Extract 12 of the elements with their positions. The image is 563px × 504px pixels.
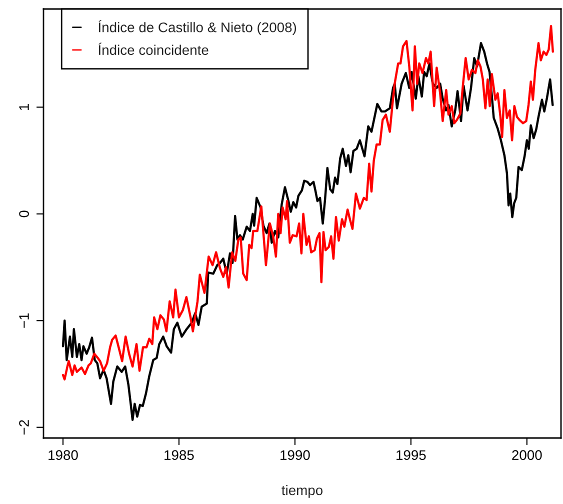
- x-tick-label: 1990: [280, 450, 310, 460]
- y-tick-label: 1: [19, 104, 29, 110]
- x-tick-label: 1980: [48, 450, 78, 460]
- y-tick-label: −1: [19, 313, 29, 328]
- y-tick-label: −2: [19, 420, 29, 435]
- y-tick-label: 0: [19, 210, 29, 218]
- x-tick-label: 1995: [396, 450, 426, 460]
- x-axis-title: tiempo: [282, 484, 323, 498]
- x-tick-label: 2000: [512, 450, 542, 460]
- x-tick-label: 1985: [164, 450, 194, 460]
- legend-label: Índice coincidente: [98, 42, 208, 55]
- legend-label: Índice de Castillo & Nieto (2008): [98, 20, 296, 36]
